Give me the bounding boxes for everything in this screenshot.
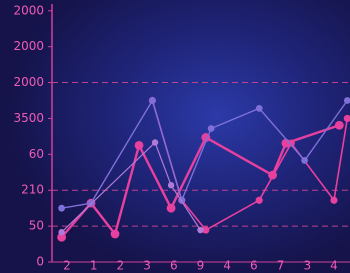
data-point <box>167 204 176 213</box>
x-tick-label: 4 <box>330 259 338 273</box>
x-tick-label: 9 <box>197 259 205 273</box>
x-tick-label: 7 <box>277 259 285 273</box>
y-tick-label: 2000 <box>13 3 44 17</box>
data-point <box>197 227 203 233</box>
data-point <box>135 141 144 150</box>
x-tick-label: 4 <box>223 259 231 273</box>
x-tick-label: 6 <box>170 259 178 273</box>
data-point <box>208 125 215 132</box>
y-tick-label: 2000 <box>13 39 44 53</box>
data-point <box>58 229 64 235</box>
x-tick-label: 3 <box>143 259 151 273</box>
x-tick-label: 6 <box>250 259 258 273</box>
y-tick-label: 50 <box>29 219 44 233</box>
y-tick-label: 3500 <box>13 111 44 125</box>
y-tick-label: 2000 <box>13 75 44 89</box>
data-point <box>330 197 337 204</box>
data-point <box>111 230 120 239</box>
data-point <box>256 105 263 112</box>
data-point <box>301 157 308 164</box>
data-point <box>58 205 65 212</box>
x-tick-label: 2 <box>117 259 125 273</box>
x-tick-label: 1 <box>90 259 98 273</box>
data-point <box>152 139 158 145</box>
data-point <box>168 182 174 188</box>
data-point <box>256 197 263 204</box>
y-tick-label: 60 <box>29 147 44 161</box>
y-tick-label: 210 <box>21 183 44 197</box>
y-tick-label: 0 <box>36 255 44 269</box>
x-tick-label: 2 <box>63 259 71 273</box>
data-point <box>335 121 344 130</box>
x-tick-label: 3 <box>303 259 311 273</box>
chart: 0 50 210 60 3500 2000 2000 2000 2 1 2 3 6 9 4 6 7 3 4 <box>0 0 350 273</box>
data-point <box>149 97 156 104</box>
